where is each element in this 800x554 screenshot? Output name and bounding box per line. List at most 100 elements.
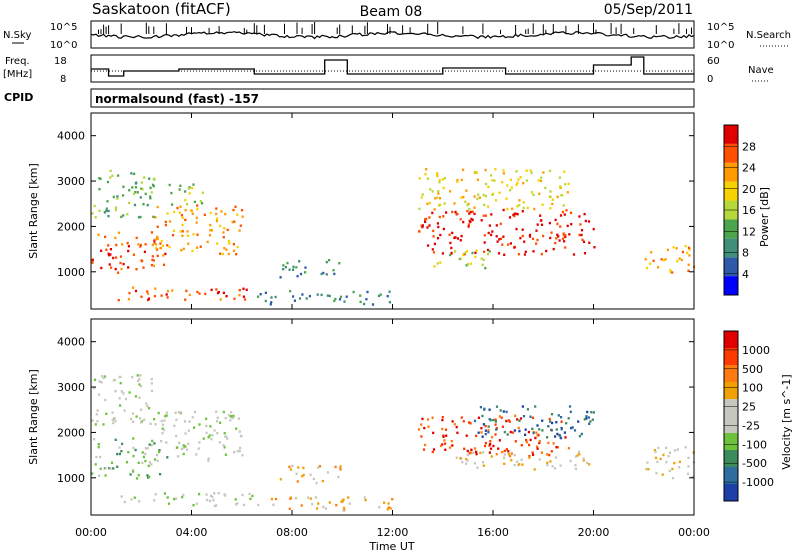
heatmap-cell xyxy=(580,229,584,232)
heatmap-cell xyxy=(196,204,199,207)
heatmap-cell xyxy=(291,464,294,468)
heatmap-cell xyxy=(483,444,487,448)
heatmap-cell xyxy=(493,179,496,182)
heatmap-cell xyxy=(483,250,486,253)
heatmap-cell xyxy=(437,190,440,193)
heatmap-cell xyxy=(551,421,554,425)
heatmap-cell xyxy=(473,447,477,450)
heatmap-cell xyxy=(236,213,239,216)
heatmap-cell xyxy=(359,294,362,297)
heatmap-cell xyxy=(532,431,535,435)
heatmap-cell xyxy=(186,230,189,233)
heatmap-cell xyxy=(322,505,325,509)
heatmap-cell xyxy=(513,246,516,249)
heatmap-cell xyxy=(122,262,125,266)
heatmap-cell xyxy=(242,503,245,507)
heatmap-cell xyxy=(438,178,441,182)
heatmap-cell xyxy=(288,268,291,271)
heatmap-cell xyxy=(652,259,655,262)
heatmap-cell xyxy=(196,207,199,211)
heatmap-cell xyxy=(487,231,490,235)
heatmap-cell xyxy=(274,497,278,501)
heatmap-cell xyxy=(118,452,121,456)
heatmap-cell xyxy=(505,410,508,414)
heatmap-cell xyxy=(292,268,295,271)
heatmap-cell xyxy=(233,450,236,454)
heatmap-cell xyxy=(199,245,202,248)
heatmap-cell xyxy=(120,495,123,498)
heatmap-cell xyxy=(347,496,350,499)
heatmap-cell xyxy=(429,188,432,191)
heatmap-cell xyxy=(518,463,521,466)
heatmap-cell xyxy=(459,456,462,460)
heatmap-cell xyxy=(137,216,140,219)
heatmap-cell xyxy=(311,502,314,506)
heatmap-cell xyxy=(498,191,501,194)
heatmap-cell xyxy=(483,203,486,207)
heatmap-cell xyxy=(223,446,226,449)
heatmap-cell xyxy=(386,295,389,298)
heatmap-cell xyxy=(488,224,491,227)
heatmap-cell xyxy=(444,442,447,445)
heatmap-cell xyxy=(156,459,159,462)
heatmap-cell xyxy=(133,203,137,207)
heatmap-cell xyxy=(532,453,535,456)
heatmap-cell xyxy=(112,421,115,425)
heatmap-cell xyxy=(424,173,427,176)
heatmap-cell xyxy=(105,412,108,415)
heatmap-cell xyxy=(223,247,226,250)
heatmap-cell xyxy=(487,205,490,208)
heatmap-cell xyxy=(518,204,521,207)
heatmap-cell xyxy=(490,174,493,177)
heatmap-cell xyxy=(242,295,245,298)
heatmap-cell xyxy=(443,177,446,180)
heatmap-cell xyxy=(184,199,187,202)
heatmap-cell xyxy=(328,259,331,262)
heatmap-cell xyxy=(184,298,187,301)
heatmap-cell xyxy=(525,179,529,182)
heatmap-cell xyxy=(299,272,303,276)
heatmap-cell xyxy=(238,294,241,297)
heatmap-cell xyxy=(516,460,519,463)
heatmap-cell xyxy=(109,467,112,470)
heatmap-cell xyxy=(119,404,122,407)
heatmap-cell xyxy=(107,209,110,213)
heatmap-cell xyxy=(445,434,448,437)
heatmap-cell xyxy=(210,437,213,441)
heatmap-cell xyxy=(149,195,152,198)
heatmap-cell xyxy=(192,183,195,186)
heatmap-cell xyxy=(148,461,152,464)
heatmap-cell xyxy=(521,405,524,408)
heatmap-cell xyxy=(378,506,381,509)
heatmap-cell xyxy=(580,233,583,237)
heatmap-cell xyxy=(662,259,665,262)
heatmap-cell xyxy=(487,425,490,428)
heatmap-cell xyxy=(669,270,672,274)
heatmap-cell xyxy=(578,453,581,456)
heatmap-cell xyxy=(144,192,147,196)
heatmap-cell xyxy=(389,507,392,510)
heatmap-cell xyxy=(97,233,100,236)
heatmap-cell xyxy=(160,246,163,250)
heatmap-cell xyxy=(565,422,568,425)
heatmap-cell xyxy=(459,239,462,242)
heatmap-cell xyxy=(445,211,448,214)
heatmap-cell xyxy=(471,210,474,213)
heatmap-cell xyxy=(132,420,135,423)
heatmap-cell xyxy=(288,465,291,469)
heatmap-cell xyxy=(451,444,454,447)
heatmap-cell xyxy=(688,254,691,257)
heatmap-cell xyxy=(494,168,497,171)
y-tick-label: 4000 xyxy=(57,130,85,143)
heatmap-cell xyxy=(257,295,260,298)
heatmap-cell xyxy=(438,197,441,200)
heatmap-cell xyxy=(484,266,487,270)
heatmap-cell xyxy=(453,423,456,426)
heatmap-cell xyxy=(192,233,195,236)
heatmap-cell xyxy=(207,457,210,460)
heatmap-cell xyxy=(167,502,171,505)
heatmap-cell xyxy=(317,466,320,469)
heatmap-cell xyxy=(536,238,539,242)
heatmap-cell xyxy=(546,436,549,439)
heatmap-cell xyxy=(178,211,181,214)
